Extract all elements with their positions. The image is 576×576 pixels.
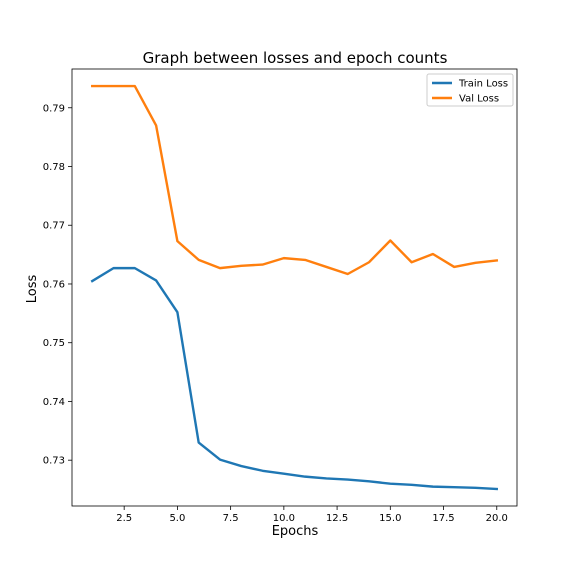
- x-tick-label: 15.0: [379, 513, 401, 524]
- x-tick-label: 2.5: [116, 513, 132, 524]
- y-tick-label: 0.74: [43, 397, 65, 408]
- x-axis: 2.5 5.0 7.5 10.0 12.5 15.0 17.5 20.0: [116, 506, 508, 524]
- chart-title: Graph between losses and epoch counts: [143, 49, 448, 67]
- y-tick-label: 0.77: [43, 221, 65, 232]
- x-tick-label: 20.0: [486, 513, 508, 524]
- legend-entry-label: Train Loss: [458, 79, 508, 90]
- y-tick-label: 0.75: [43, 338, 65, 349]
- x-tick-label: 7.5: [223, 513, 239, 524]
- plot-frame: [71, 68, 518, 507]
- x-axis-label: Epochs: [272, 524, 319, 539]
- x-tick-label: 10.0: [273, 513, 295, 524]
- series-lines: [90, 84, 499, 491]
- y-axis-label: Loss: [25, 275, 40, 304]
- series-line-val-loss: [91, 84, 499, 276]
- y-tick-label: 0.79: [43, 103, 65, 114]
- x-tick-label: 5.0: [169, 513, 185, 524]
- x-tick-label: 12.5: [326, 513, 348, 524]
- plot-area: [71, 68, 518, 507]
- y-tick-label: 0.78: [43, 162, 65, 173]
- y-axis: 0.73 0.74 0.75 0.76 0.77 0.78 0.79: [43, 103, 72, 467]
- x-tick-label: 17.5: [432, 513, 454, 524]
- legend-entry-label: Val Loss: [459, 94, 499, 105]
- y-tick-label: 0.76: [43, 279, 65, 290]
- y-tick-label: 0.73: [43, 456, 65, 467]
- series-line-train-loss: [90, 266, 499, 491]
- legend: Train Loss Val Loss: [426, 73, 514, 107]
